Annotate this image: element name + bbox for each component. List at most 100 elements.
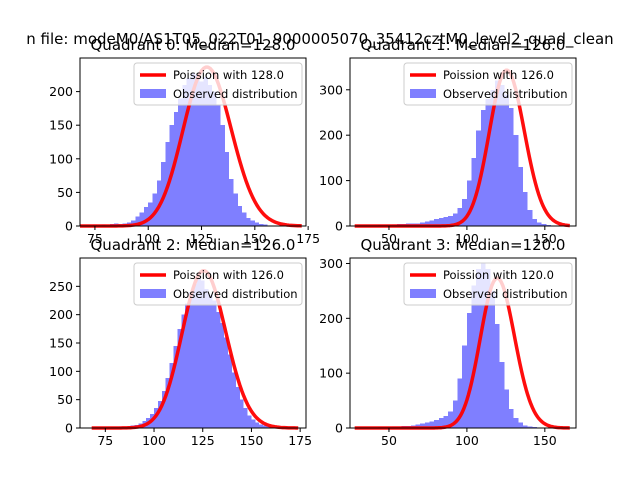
- histogram-bar: [186, 78, 191, 226]
- histogram-bar: [537, 222, 542, 226]
- histogram-bar: [494, 323, 500, 428]
- histogram-bar: [471, 285, 477, 428]
- histogram-bar: [263, 425, 268, 428]
- x-tick-label: 100: [142, 433, 166, 448]
- y-tick-label: 200: [319, 311, 343, 326]
- y-tick-label: 100: [319, 173, 343, 188]
- histogram-bar: [224, 337, 229, 428]
- histogram-bar: [490, 89, 495, 226]
- histogram-bar: [443, 415, 449, 428]
- histogram-bar: [466, 312, 472, 428]
- histogram-bar: [148, 202, 153, 226]
- x-tick-label: 100: [455, 433, 479, 448]
- histogram-bar: [208, 294, 213, 428]
- histogram-bar: [182, 84, 187, 226]
- histogram-bar: [499, 85, 505, 226]
- legend-observed-swatch: [410, 289, 436, 298]
- histogram-bar: [438, 418, 444, 428]
- x-tick-label: 50: [381, 231, 397, 246]
- y-tick-label: 50: [57, 392, 73, 407]
- histogram-bar: [499, 362, 505, 428]
- histogram-bar: [246, 217, 251, 226]
- histogram-bar: [173, 111, 179, 226]
- legend-observed-label: Observed distribution: [443, 87, 568, 101]
- histogram-bar: [523, 425, 528, 428]
- histogram-bar: [462, 345, 467, 428]
- axes-frame: [349, 57, 577, 227]
- histogram-bar: [220, 323, 225, 428]
- y-tick-label: 150: [49, 336, 73, 351]
- histogram-bar: [448, 216, 453, 226]
- legend-observed-label: Observed distribution: [173, 287, 298, 301]
- y-tick-label: 100: [49, 151, 73, 166]
- x-tick-label: 100: [136, 231, 160, 246]
- histogram-bar: [259, 223, 264, 226]
- y-tick-label: 50: [57, 185, 73, 200]
- histogram-bar: [518, 166, 524, 226]
- panel-quadrant-1: Quadrant 1: Median=126.0 50 100 150 0 100 200 3…: [319, 36, 577, 246]
- y-tick-label: 200: [49, 84, 73, 99]
- histogram-bar: [485, 268, 491, 428]
- legend-poisson-label: Poission with 128.0: [173, 68, 284, 82]
- histogram-bar: [251, 419, 256, 428]
- histogram-bar: [523, 191, 528, 226]
- histogram-bar: [235, 387, 240, 428]
- histogram-bar: [263, 224, 268, 226]
- histogram-bar: [204, 289, 209, 428]
- histogram-bar: [434, 419, 439, 428]
- y-tick-label: 200: [319, 128, 343, 143]
- legend-observed-label: Observed distribution: [173, 87, 298, 101]
- legend: Poission with 126.0 Observed distribution: [133, 262, 303, 306]
- histogram-bar: [237, 205, 243, 226]
- histogram-bar: [508, 408, 514, 428]
- histogram-bar: [243, 408, 248, 428]
- histogram-bar: [259, 424, 264, 428]
- x-tick-label: 125: [190, 231, 214, 246]
- histogram-bar: [457, 207, 463, 226]
- histogram-bar: [513, 135, 519, 226]
- histogram-bar: [462, 198, 467, 226]
- histogram-bar: [527, 426, 533, 428]
- legend-box: [133, 62, 303, 106]
- histogram-bar: [216, 105, 221, 226]
- histogram-bar: [216, 311, 221, 428]
- histogram-bar: [434, 219, 439, 226]
- legend-observed-swatch: [140, 89, 166, 98]
- panel-title: Quadrant 1: Median=126.0: [361, 36, 566, 54]
- panel-quadrant-2: Quadrant 2: Median=126.0 75 100 125 150 175 0 5…: [49, 236, 312, 448]
- histogram-bar: [438, 217, 444, 226]
- histogram-bar: [212, 91, 217, 226]
- x-tick-label: 150: [533, 231, 557, 246]
- histogram-bar: [220, 125, 225, 226]
- histogram-bar: [193, 283, 197, 428]
- histogram-bar: [228, 354, 232, 428]
- x-tick-label: 150: [240, 433, 264, 448]
- histogram-bar: [135, 216, 140, 226]
- histogram-bar: [165, 378, 170, 428]
- histogram-bar: [195, 74, 200, 226]
- legend: Poission with 128.0 Observed distribution: [133, 62, 303, 106]
- histogram-bar: [199, 81, 204, 227]
- histogram-bar: [161, 391, 166, 428]
- histogram-bar: [242, 212, 247, 226]
- histogram-bar: [139, 212, 144, 226]
- histogram-bar: [152, 193, 157, 226]
- axes-frame: [349, 257, 577, 429]
- legend-poisson-label: Poission with 126.0: [443, 68, 554, 82]
- histogram-bar: [466, 180, 472, 226]
- histogram-bar: [420, 423, 425, 428]
- legend-box: [403, 262, 573, 306]
- histogram-bar: [157, 400, 162, 428]
- y-tick-label: 0: [335, 219, 343, 234]
- y-tick-label: 100: [49, 364, 73, 379]
- histogram-bar: [169, 362, 174, 428]
- histogram-bar: [173, 345, 178, 428]
- histogram-bar: [203, 76, 208, 226]
- histogram-bar: [190, 72, 196, 226]
- legend-observed-swatch: [410, 89, 436, 98]
- legend: Poission with 120.0 Observed distribution: [403, 262, 573, 306]
- histogram-bar: [480, 263, 486, 428]
- panel-quadrant-3: Quadrant 3: Median=120.0 50 100 150 0 100 200 3…: [319, 236, 577, 448]
- panel-quadrant-0: Quadrant 0: Median=128.0 75 100 125 150 175 0 5…: [49, 36, 320, 246]
- legend-poisson-label: Poission with 120.0: [443, 268, 554, 282]
